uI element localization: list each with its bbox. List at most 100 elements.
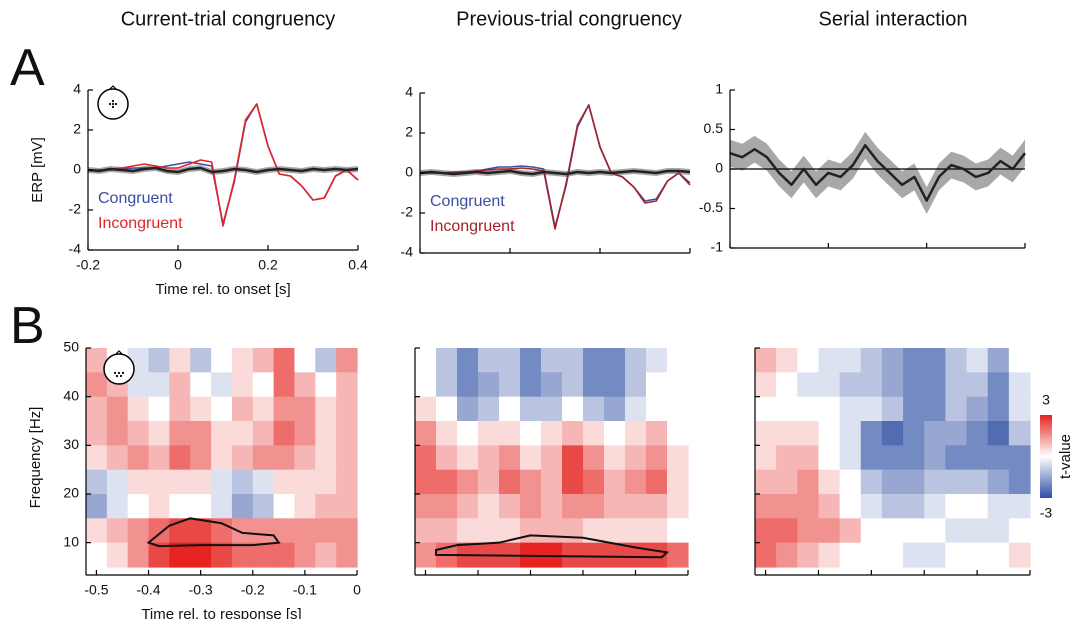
heat-cell [839,421,862,446]
heat-cell [252,494,275,519]
heat-cell [987,518,1010,544]
x-tick-label: 0.4 [348,257,368,273]
heat-cell [520,445,542,471]
heat-cell [336,372,358,398]
heat-cell [881,421,904,446]
heat-cell [415,421,437,446]
heat-cell [625,372,647,398]
heat-cell [860,494,883,519]
heat-cell [520,396,542,422]
y-tick-label: 10 [63,533,79,549]
heat-cell [604,494,626,519]
heat-cell [646,372,668,398]
heat-cell [336,445,358,471]
heat-cell [604,542,626,568]
heat-cell [252,518,275,544]
heat-cell [924,469,946,495]
heat-cell [604,518,626,544]
heat-cell [273,396,296,422]
heat-cell [604,445,626,471]
heat-cell [273,542,296,568]
heat-cell [499,445,521,471]
heat-cell [86,348,108,373]
heat-cell [945,542,968,568]
electrode-dot [114,102,118,106]
heat-cell [211,542,233,568]
heat-cell [987,421,1010,446]
electrode-dot [111,105,115,109]
heat-cell [190,421,212,446]
heat-cell [945,348,968,373]
heat-cell [945,518,968,544]
y-tick-label: 40 [63,387,79,403]
heat-cell [415,445,437,471]
heat-cell [86,469,108,495]
heat-cell [211,348,233,373]
series-line [87,166,359,174]
heat-cell [562,372,584,398]
y-tick-label: 1 [715,81,723,97]
heat-cell [106,469,129,495]
heat-cell [667,542,689,568]
heat-cell [231,348,254,373]
heat-cell [755,372,777,398]
heat-cell [562,348,584,373]
heat-cell [839,542,862,568]
heat-cell [252,348,275,373]
heat-cell [457,469,479,495]
heat-cell [583,348,605,373]
heat-cell [520,348,542,373]
heat-cell [520,494,542,519]
heat-cell [646,348,668,373]
y-tick-label: -4 [69,241,82,257]
colorbar-tick-label: 3 [1042,392,1050,408]
heat-cell [169,421,191,446]
heat-cell [106,445,129,471]
heat-cell [252,372,275,398]
y-axis-label: Frequency [Hz] [27,407,44,509]
legend-entry: Congruent [98,190,173,207]
series-line [420,104,691,230]
electrode-dot [111,99,115,103]
heat-cell [499,469,521,495]
heat-cell [966,372,989,398]
heat-cell [924,445,946,471]
heat-cell [436,421,458,446]
y-tick-label: 20 [63,485,79,501]
heat-cell [987,542,1010,568]
heat-cell [839,396,862,422]
heat-cell [667,469,689,495]
heat-cell [169,396,191,422]
heat-cell [457,494,479,519]
heat-cell [583,445,605,471]
electrode-dot [119,374,123,378]
heat-cell [231,518,254,544]
heat-cell [315,396,337,422]
heat-cell [776,372,798,398]
heat-cell [211,372,233,398]
heat-cell [797,518,820,544]
heat-cell [106,421,129,446]
heat-cell [797,396,820,422]
legend-entry: Incongruent [430,218,515,235]
heat-cell [583,396,605,422]
heat-cell [148,372,170,398]
heat-cell [190,542,212,568]
heat-cell [1008,445,1031,471]
heat-cell [924,348,946,373]
heat-cell [839,469,862,495]
legend-entry: Congruent [430,193,505,210]
heat-cell [211,445,233,471]
heat-cell [86,421,108,446]
heat-cell [818,469,841,495]
heat-cell [562,396,584,422]
x-tick-label: -0.2 [241,582,265,598]
heat-cell [294,445,316,471]
heat-cell [797,542,820,568]
electrode-dot [117,371,121,375]
heat-cell [924,518,946,544]
heat-cell [541,421,563,446]
heat-cell [797,421,820,446]
heat-cell [776,396,798,422]
heat-cell [169,372,191,398]
